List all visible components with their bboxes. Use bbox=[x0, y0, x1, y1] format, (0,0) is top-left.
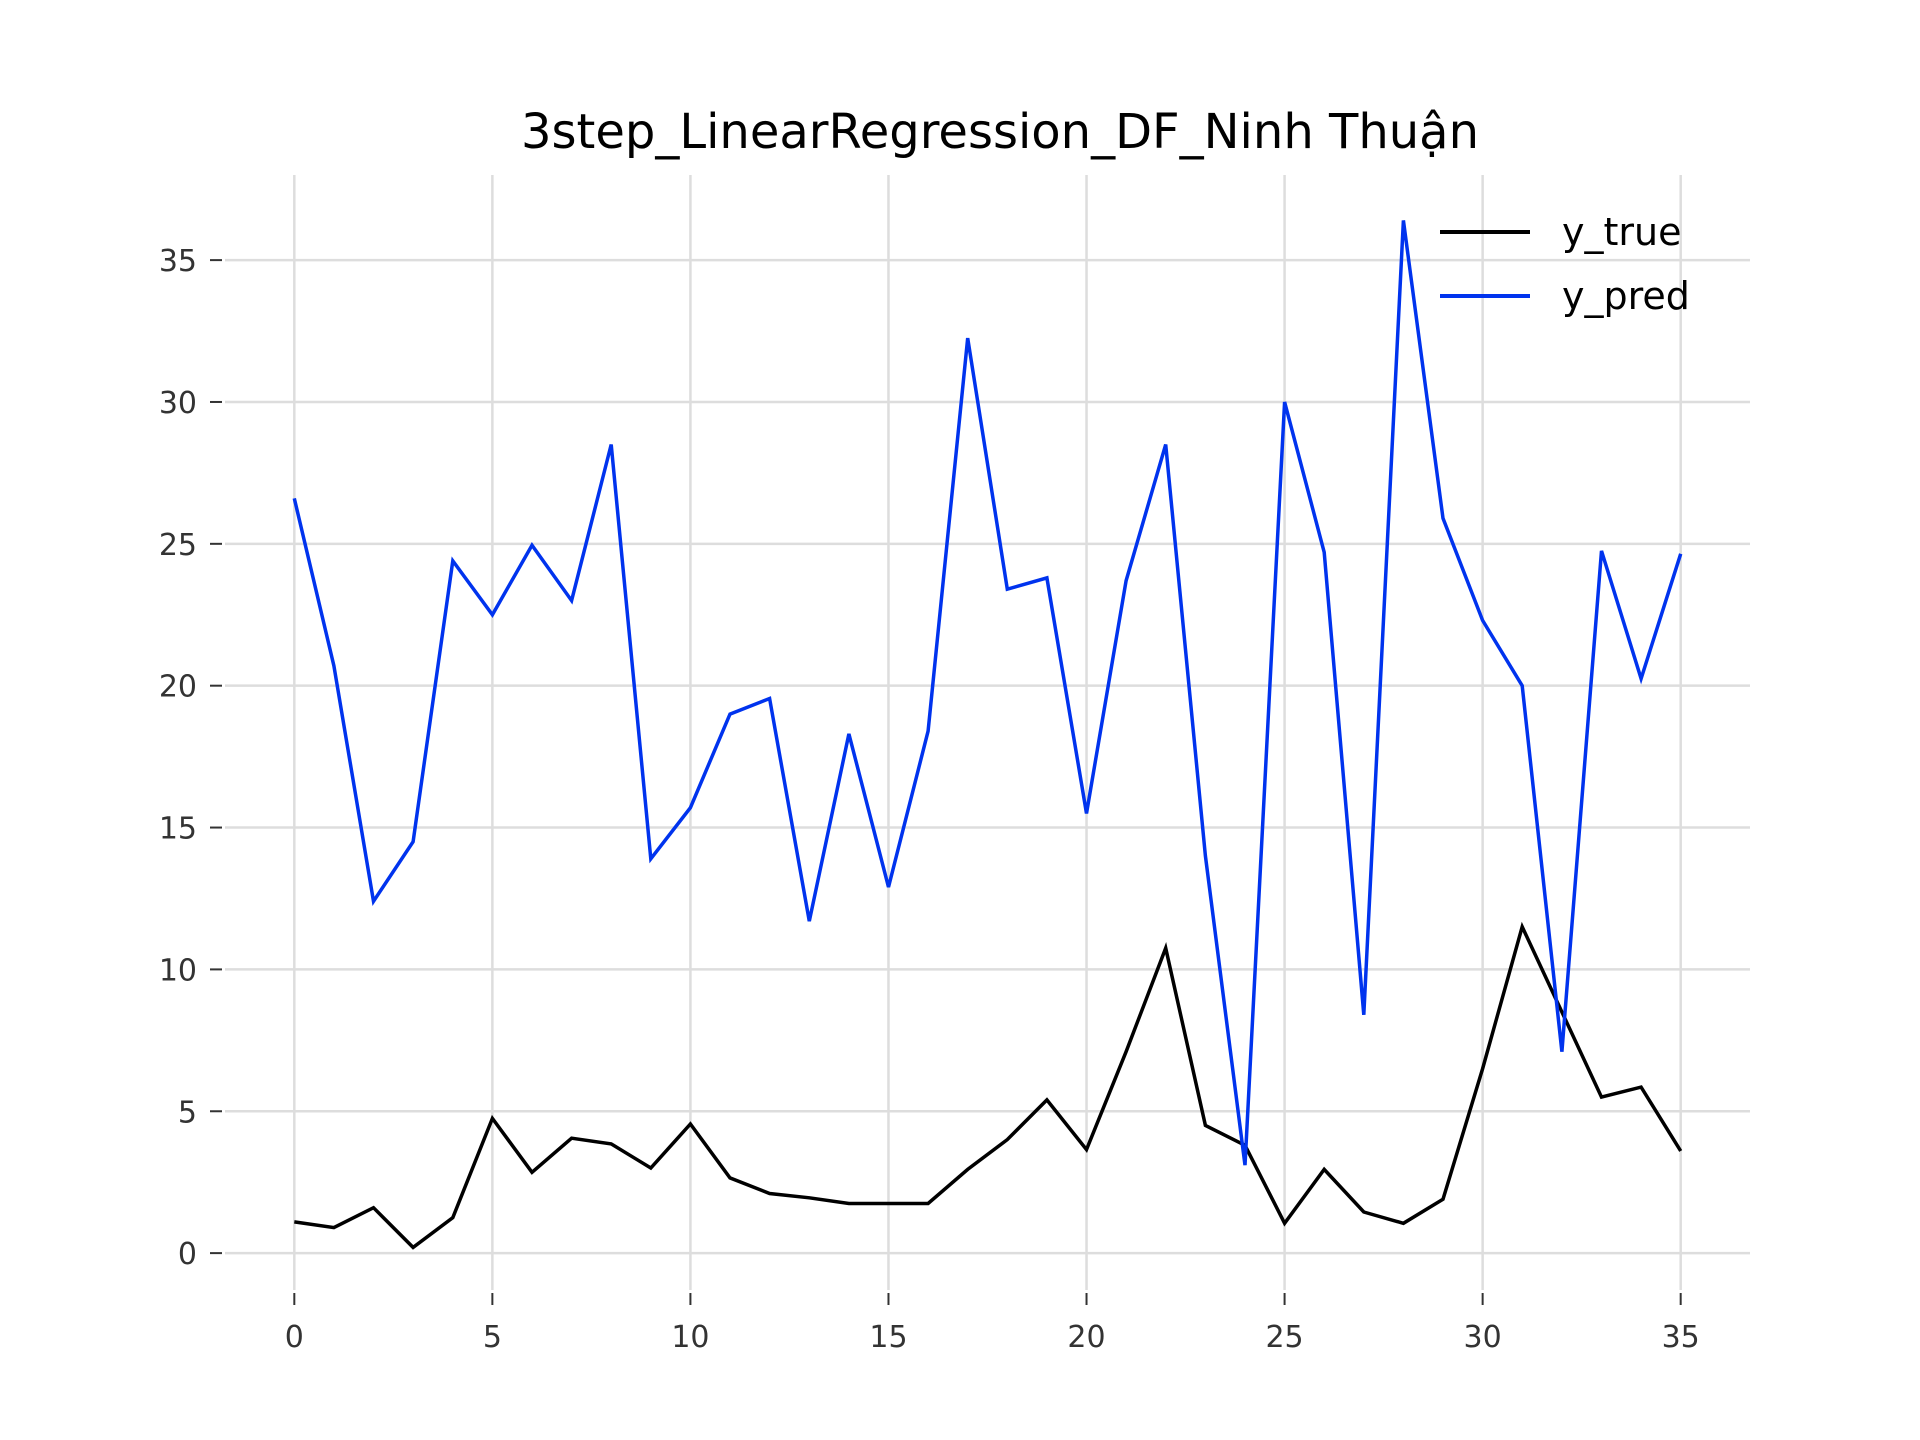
x-tick-label: 0 bbox=[285, 1320, 304, 1355]
x-tick-label: 35 bbox=[1662, 1320, 1700, 1355]
y-tick-label: 30 bbox=[159, 386, 197, 421]
legend-label-y-pred: y_pred bbox=[1562, 274, 1690, 318]
x-tick-label: 25 bbox=[1265, 1320, 1303, 1355]
x-tick-label: 15 bbox=[869, 1320, 907, 1355]
y-tick-label: 25 bbox=[159, 528, 197, 563]
y-tick-label: 15 bbox=[159, 812, 197, 847]
x-tick-label: 20 bbox=[1067, 1320, 1105, 1355]
series-lines bbox=[292, 220, 1683, 1250]
chart-title: 3step_LinearRegression_DF_Ninh Thuận bbox=[521, 104, 1479, 160]
y-tick-label: 10 bbox=[159, 953, 197, 988]
x-tick-label: 5 bbox=[483, 1320, 502, 1355]
y-tick-label: 35 bbox=[159, 244, 197, 279]
x-tick-label: 10 bbox=[671, 1320, 709, 1355]
x-tick-label: 30 bbox=[1464, 1320, 1502, 1355]
y-tick-label: 0 bbox=[178, 1237, 197, 1272]
series-line-y-true bbox=[294, 921, 1683, 1250]
y-axis: 0 5 10 15 20 25 30 35 bbox=[159, 244, 222, 1272]
legend-label-y-true: y_true bbox=[1562, 210, 1681, 254]
series-line-y-pred bbox=[292, 220, 1683, 1166]
y-tick-label: 5 bbox=[178, 1095, 197, 1130]
y-tick-label: 20 bbox=[159, 670, 197, 705]
legend: y_true y_pred bbox=[1440, 210, 1690, 318]
x-axis: 0 5 10 15 20 25 30 35 bbox=[285, 1293, 1700, 1355]
grid bbox=[225, 175, 1750, 1290]
